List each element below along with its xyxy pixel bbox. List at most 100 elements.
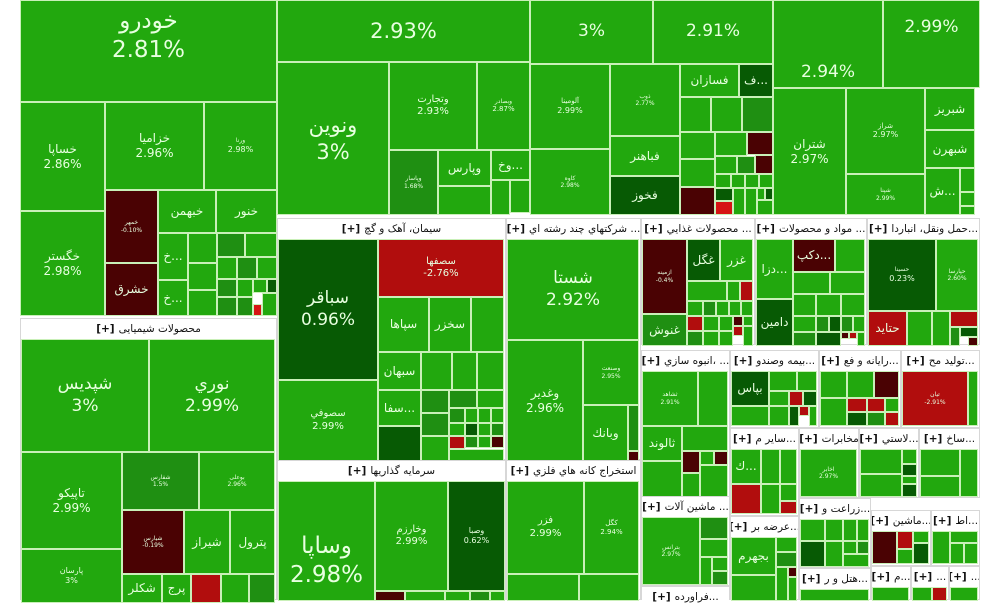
tile-small[interactable] — [757, 188, 765, 200]
tile-small[interactable] — [716, 301, 729, 316]
tile-htayd[interactable]: حتايد — [868, 311, 907, 346]
tile-small[interactable] — [780, 501, 797, 514]
tile-hsina[interactable]: حسینا 0.23% — [868, 239, 936, 311]
tile-bank-large[interactable]: 2.93% — [277, 0, 530, 62]
tile-metal-1[interactable]: 3% — [530, 0, 653, 64]
tile-ssoufi[interactable]: سصوفي 2.99% — [278, 380, 378, 461]
tile-small[interactable] — [968, 371, 978, 426]
tile-daza[interactable]: دزا... — [756, 239, 793, 299]
expand-button[interactable]: [+] — [733, 355, 753, 367]
tile-small[interactable] — [237, 279, 253, 297]
tile-small[interactable] — [733, 326, 743, 336]
tile-tapiko[interactable]: تاپيكو 2.99% — [21, 452, 122, 549]
tile-small[interactable] — [950, 311, 978, 327]
tile-parsan[interactable]: پارسان 3% — [21, 549, 122, 603]
tile-small[interactable] — [628, 405, 639, 451]
tile-ghnoush[interactable]: غنوش — [642, 314, 687, 346]
tile-prj[interactable]: پرج — [162, 574, 191, 603]
sector-header[interactable]: سرمایه گذاریها [+] — [278, 461, 505, 481]
sector-header[interactable]: ...ساخ [+] — [920, 429, 979, 449]
sector-header[interactable]: ...[+] — [950, 567, 979, 587]
tile-small[interactable] — [867, 398, 885, 412]
tile-small[interactable] — [776, 552, 797, 567]
tile-vsanat[interactable]: وصنعت 2.95% — [583, 340, 639, 405]
tile-small[interactable] — [421, 390, 449, 413]
tile-hparsa[interactable]: حپارسا 2.60% — [936, 239, 978, 311]
sector-header[interactable]: ...فراورده [+] — [642, 587, 729, 607]
tile-small[interactable] — [449, 390, 477, 408]
tile-oil-2[interactable]: 2.99% — [883, 0, 980, 88]
tile-small[interactable] — [680, 187, 715, 215]
tile-small[interactable] — [510, 180, 530, 213]
tile-small[interactable] — [737, 156, 755, 174]
tile-small[interactable] — [478, 408, 491, 423]
tile-small[interactable] — [857, 519, 869, 541]
tile-small[interactable] — [885, 398, 899, 412]
tile-small[interactable] — [960, 206, 975, 215]
tile-small[interactable] — [741, 301, 753, 316]
expand-button[interactable]: [+] — [341, 223, 361, 235]
tile-small[interactable] — [765, 188, 773, 200]
tile-small[interactable] — [715, 174, 731, 188]
expand-button[interactable]: [+] — [731, 521, 748, 533]
tile-spaha[interactable]: سپاها — [378, 297, 429, 352]
tile-small[interactable] — [682, 451, 700, 473]
tile-khzamia[interactable]: خزامیا 2.96% — [105, 102, 204, 190]
tile-small[interactable] — [960, 449, 978, 497]
tile-small[interactable] — [789, 406, 799, 426]
tile-small[interactable] — [712, 571, 728, 585]
tile-small[interactable] — [743, 326, 753, 346]
tile-small[interactable] — [799, 406, 809, 416]
tile-small[interactable] — [897, 531, 913, 549]
tile-small[interactable] — [769, 371, 797, 391]
tile-small[interactable] — [835, 239, 865, 272]
expand-button[interactable]: [+] — [932, 515, 952, 527]
tile-small[interactable] — [680, 97, 711, 132]
tile-vbsader[interactable]: وبصادر 2.87% — [477, 62, 530, 150]
sector-header[interactable]: مخابرات [+] — [800, 429, 858, 449]
tile-small[interactable] — [745, 188, 757, 215]
tile-fsazan[interactable]: فسازان — [680, 64, 739, 97]
tile-small[interactable] — [237, 257, 257, 279]
sector-header[interactable]: ... ،انبوه سازي [+] — [642, 351, 729, 371]
tile-small[interactable] — [742, 97, 773, 132]
tile-small[interactable] — [698, 371, 728, 426]
tile-sfa[interactable]: سفا... — [378, 390, 421, 426]
tile-small[interactable] — [920, 449, 960, 476]
tile-small[interactable] — [907, 311, 932, 346]
tile-small[interactable] — [816, 316, 829, 332]
tile-ghgol[interactable]: غگل — [687, 239, 720, 281]
tile-small[interactable] — [700, 517, 728, 539]
tile-small[interactable] — [687, 281, 727, 301]
expand-button[interactable]: [+] — [872, 571, 890, 583]
sector-header[interactable]: ...م [+] — [872, 567, 910, 587]
expand-button[interactable]: [+] — [347, 465, 367, 477]
tile-small[interactable] — [421, 352, 452, 390]
tile-nouri[interactable]: نوري 2.99% — [149, 339, 275, 452]
tile-vsapa2[interactable]: وصبا 0.62% — [448, 481, 505, 591]
tile-small[interactable] — [731, 575, 776, 601]
sector-header[interactable]: سیمان، آهک و گچ [+] — [278, 219, 505, 239]
tile-shkalr[interactable]: شكلر — [122, 574, 162, 603]
tile-small[interactable] — [449, 408, 465, 423]
tile-khodro[interactable]: خودرو 2.81% — [20, 0, 277, 102]
tile-small[interactable] — [800, 541, 825, 567]
tile-small[interactable] — [755, 155, 773, 174]
tile-small[interactable] — [820, 371, 847, 398]
tile-ssafaha[interactable]: سصفها -2.76% — [378, 239, 504, 297]
tile-small[interactable] — [761, 449, 780, 484]
tile-small[interactable] — [960, 192, 975, 206]
tile-small[interactable] — [262, 293, 277, 316]
tile-small[interactable] — [825, 519, 843, 541]
tile-small[interactable] — [478, 436, 491, 448]
expand-button[interactable]: [+] — [800, 433, 818, 445]
tile-fkhouz[interactable]: فخوز — [610, 176, 680, 215]
tile-small[interactable] — [843, 541, 857, 554]
tile-shfars[interactable]: شفارس 1.5% — [122, 452, 199, 510]
tile-small[interactable] — [579, 574, 639, 601]
sector-header[interactable]: ... ماشين آلات [+] — [642, 497, 729, 517]
expand-button[interactable]: [+] — [906, 355, 925, 367]
sector-header[interactable]: ...هتل و ر [+] — [800, 569, 870, 589]
tile-shetran[interactable]: شتران 2.97% — [773, 88, 846, 215]
tile-small[interactable] — [849, 332, 857, 339]
